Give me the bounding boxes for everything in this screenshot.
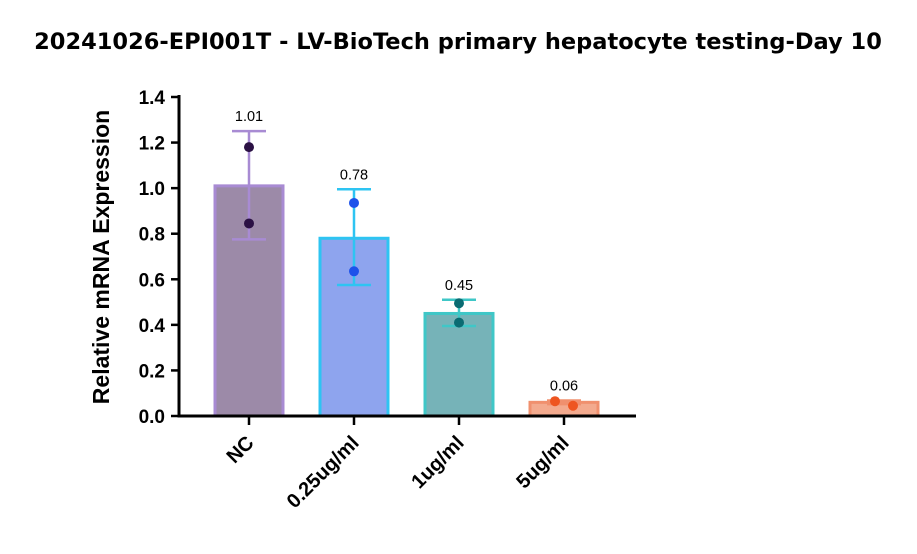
x-tick-label: NC (223, 432, 259, 468)
y-tick-label: 0.0 (139, 407, 165, 428)
data-point (349, 197, 359, 208)
data-point (349, 266, 359, 277)
x-tick-label: 5ug/ml (512, 432, 573, 493)
y-tick-label: 0.8 (139, 225, 165, 246)
y-tick-label: 0.4 (139, 316, 166, 337)
y-axis-label: Relative mRNA Expression (88, 110, 114, 404)
data-label: 0.78 (340, 167, 368, 183)
chart-title: 20241026-EPI001T - LV-BioTech primary he… (34, 29, 882, 55)
x-tick-label: 0.25ug/ml (283, 432, 364, 513)
y-tick-label: 1.0 (139, 179, 165, 200)
data-point (568, 400, 578, 411)
y-tick-label: 0.6 (139, 270, 165, 291)
data-point (454, 298, 464, 309)
data-point (244, 142, 254, 153)
y-tick-label: 1.2 (139, 134, 165, 155)
bar (423, 311, 495, 418)
y-tick-label: 0.2 (139, 361, 165, 382)
plot-area: 1.01 0.78 0.45 0.06 0.0 0.2 0.4 0.6 0.8 1.0 1.2 1.4… (139, 88, 636, 513)
data-label: 1.01 (235, 109, 263, 125)
data-label: 0.45 (445, 278, 473, 294)
data-label: 0.06 (550, 379, 578, 395)
data-point (550, 396, 560, 407)
data-point (244, 218, 254, 229)
data-point (454, 317, 464, 328)
y-tick-label: 1.4 (139, 88, 166, 109)
x-tick-label: 1ug/ml (407, 432, 468, 493)
